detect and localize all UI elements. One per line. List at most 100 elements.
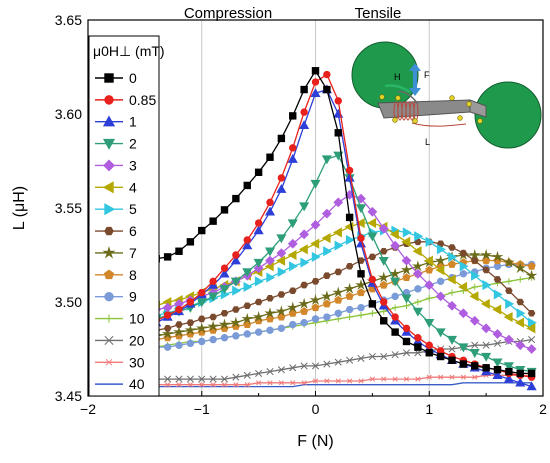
data-point xyxy=(276,234,287,244)
legend-label: 8 xyxy=(129,267,137,283)
series-6 xyxy=(95,238,536,343)
data-point xyxy=(412,307,423,317)
data-point xyxy=(401,255,412,266)
data-point xyxy=(334,268,343,276)
data-point xyxy=(368,253,377,261)
data-point xyxy=(163,325,172,332)
data-point xyxy=(209,335,217,344)
legend-label: 2 xyxy=(129,136,137,152)
data-point xyxy=(414,343,422,351)
data-point xyxy=(357,311,365,319)
data-point xyxy=(447,260,457,268)
data-point xyxy=(425,236,435,247)
data-point xyxy=(323,85,331,94)
y-axis-label: L (μH) xyxy=(11,186,28,230)
data-point xyxy=(321,290,333,302)
data-point xyxy=(414,285,422,293)
data-point xyxy=(459,261,469,272)
data-point xyxy=(402,349,411,357)
data-point xyxy=(380,317,388,325)
data-point xyxy=(164,375,172,383)
data-point xyxy=(434,254,447,266)
data-point xyxy=(379,247,388,255)
data-point xyxy=(287,219,298,229)
data-point xyxy=(289,144,297,152)
data-point xyxy=(311,362,320,370)
data-point xyxy=(459,360,468,368)
data-point xyxy=(527,261,536,270)
data-point xyxy=(186,298,195,306)
legend-label: 0 xyxy=(129,70,137,86)
data-point xyxy=(367,217,377,229)
inset-contact-point xyxy=(392,117,398,123)
data-point xyxy=(254,168,263,176)
series-line xyxy=(99,382,532,388)
data-point xyxy=(345,305,354,314)
data-point xyxy=(104,291,114,302)
data-point xyxy=(436,244,446,255)
data-point xyxy=(220,206,229,214)
data-point xyxy=(289,364,297,372)
data-point xyxy=(515,317,524,328)
data-point xyxy=(425,265,434,274)
data-point xyxy=(278,380,285,386)
data-point xyxy=(355,204,367,214)
data-point xyxy=(412,260,424,272)
region-label-tensile: Tensile xyxy=(355,5,402,22)
data-point xyxy=(243,302,252,310)
data-point xyxy=(289,261,298,272)
data-point xyxy=(323,272,331,279)
series-40 xyxy=(99,382,532,388)
legend-entry-0: 0 xyxy=(95,70,137,86)
data-point xyxy=(254,219,263,227)
data-point xyxy=(276,183,287,193)
data-point xyxy=(448,244,456,251)
data-point xyxy=(503,334,514,345)
data-point xyxy=(208,292,219,302)
data-point xyxy=(334,309,342,317)
inset-illustration: H F L xyxy=(351,41,542,149)
data-point xyxy=(436,277,445,286)
data-point xyxy=(435,291,446,302)
data-point xyxy=(104,358,114,366)
legend-entry-6: 6 xyxy=(95,223,137,239)
data-point xyxy=(186,339,195,348)
data-point xyxy=(198,337,206,346)
data-point xyxy=(491,250,504,262)
data-point xyxy=(460,374,467,380)
data-point xyxy=(391,328,399,336)
data-point xyxy=(426,295,433,302)
data-point xyxy=(104,335,114,345)
data-point xyxy=(300,362,308,370)
x-axis-label: F (N) xyxy=(297,433,333,450)
data-point xyxy=(321,155,332,165)
data-point xyxy=(469,349,480,358)
data-point xyxy=(335,378,342,384)
data-point xyxy=(357,303,365,312)
data-point xyxy=(514,262,527,274)
legend-label: 7 xyxy=(129,245,137,261)
data-point xyxy=(175,305,183,314)
data-point xyxy=(243,371,251,379)
data-point xyxy=(163,343,172,351)
data-point xyxy=(459,249,468,257)
data-point xyxy=(482,280,492,291)
data-point xyxy=(175,375,183,383)
data-point xyxy=(264,247,276,257)
legend-entry-1: 1 xyxy=(95,114,137,130)
data-point xyxy=(102,181,114,194)
data-point xyxy=(209,375,217,383)
data-point xyxy=(458,281,468,293)
data-point xyxy=(104,203,116,216)
data-point xyxy=(286,301,299,313)
data-point xyxy=(481,352,492,362)
data-point xyxy=(321,233,331,244)
data-point xyxy=(300,281,308,289)
data-point xyxy=(253,225,264,235)
x-tick-label: 1 xyxy=(425,401,433,417)
data-point xyxy=(403,376,410,382)
data-point xyxy=(389,267,401,279)
data-point xyxy=(448,374,456,380)
data-point xyxy=(471,341,479,349)
